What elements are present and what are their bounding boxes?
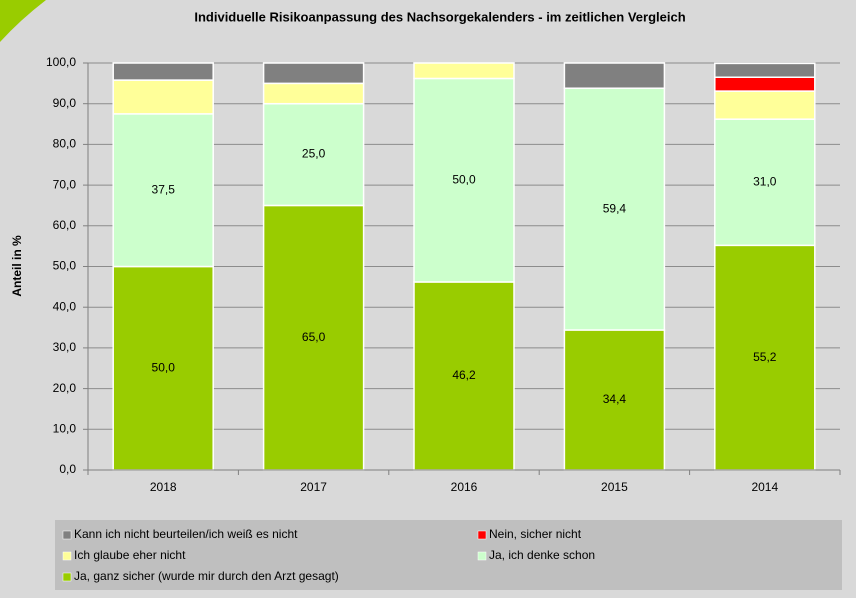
bar-segment xyxy=(714,62,816,78)
data-label: 50,0 xyxy=(452,172,476,186)
y-tick-label: 90,0 xyxy=(53,96,77,110)
bar-segment xyxy=(262,62,365,85)
corner-decoration xyxy=(0,0,46,42)
legend-swatch xyxy=(62,530,72,540)
bar-segment xyxy=(714,118,816,247)
y-tick-label: 0,0 xyxy=(59,462,76,476)
x-tick-label: 2015 xyxy=(601,480,628,494)
y-tick-label: 70,0 xyxy=(53,177,77,191)
bar-segment xyxy=(563,87,666,331)
data-label: 55,2 xyxy=(753,350,777,364)
y-tick-label: 20,0 xyxy=(53,381,77,395)
x-tick-label: 2014 xyxy=(751,480,778,494)
bar-segment xyxy=(563,329,666,471)
legend-swatch xyxy=(62,551,72,561)
data-label: 65,0 xyxy=(302,330,326,344)
data-label: 34,4 xyxy=(603,392,627,406)
bar-segment xyxy=(413,281,515,471)
bar-segment xyxy=(112,113,214,268)
legend-label: Nein, sicher nicht xyxy=(489,527,582,541)
y-tick-label: 100,0 xyxy=(46,55,76,69)
bar-segment xyxy=(262,102,365,207)
y-tick-label: 40,0 xyxy=(53,299,77,313)
bar-segment xyxy=(112,265,214,471)
legend-swatch xyxy=(62,572,72,582)
bar-segment xyxy=(112,62,214,81)
data-label: 25,0 xyxy=(302,147,326,161)
data-label: 59,4 xyxy=(603,201,627,215)
data-label: 37,5 xyxy=(152,182,176,196)
y-tick-label: 30,0 xyxy=(53,340,77,354)
bar-segment xyxy=(714,76,816,92)
legend-box xyxy=(55,520,842,590)
y-axis-label: Anteil in % xyxy=(10,235,24,297)
legend-label: Kann ich nicht beurteilen/ich weiß es ni… xyxy=(74,527,298,541)
legend-swatch xyxy=(477,551,487,561)
bar-segment xyxy=(413,62,515,80)
legend-swatch xyxy=(477,530,487,540)
bar-segment xyxy=(112,79,214,115)
x-tick-label: 2016 xyxy=(451,480,478,494)
y-tick-label: 80,0 xyxy=(53,137,77,151)
bar-segment xyxy=(714,244,816,471)
legend-label: Ja, ganz sicher (wurde mir durch den Arz… xyxy=(74,569,339,583)
legend-label: Ich glaube eher nicht xyxy=(74,548,186,562)
legend-label: Ja, ich denke schon xyxy=(489,548,595,562)
bar-segment xyxy=(714,90,816,120)
data-label: 31,0 xyxy=(753,174,777,188)
chart-title: Individuelle Risikoanpassung des Nachsor… xyxy=(194,9,685,24)
bar-segment xyxy=(262,204,365,471)
bar-segment xyxy=(262,82,365,105)
data-label: 50,0 xyxy=(152,360,176,374)
x-tick-label: 2017 xyxy=(300,480,327,494)
data-label: 46,2 xyxy=(452,368,476,382)
y-tick-label: 60,0 xyxy=(53,218,77,232)
bar-segment xyxy=(563,62,666,89)
y-tick-label: 50,0 xyxy=(53,259,77,273)
y-tick-label: 10,0 xyxy=(53,421,77,435)
bar-segment xyxy=(413,77,515,283)
x-tick-label: 2018 xyxy=(150,480,177,494)
